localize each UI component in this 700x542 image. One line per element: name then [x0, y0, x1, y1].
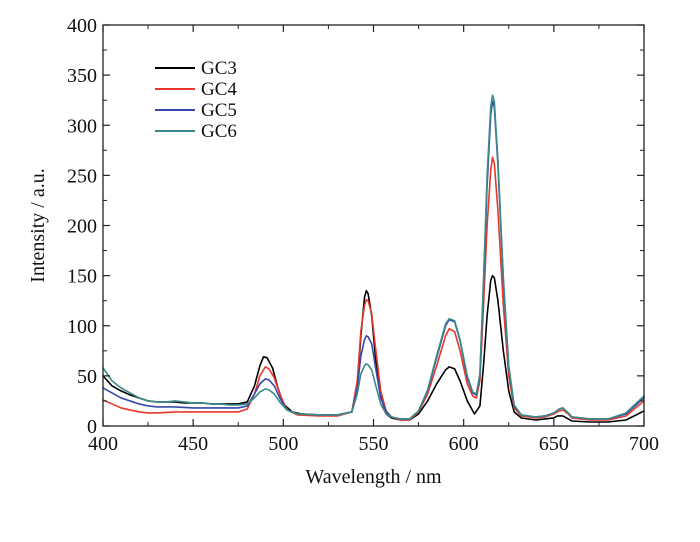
series-line-gc5: [102, 100, 645, 420]
tick-layer: 400 450 500 550 600 650 700 0 50 100 150 200 250 300 3…: [67, 15, 659, 455]
legend-label-gc6: GC6: [201, 121, 237, 142]
plot-frame: [102, 24, 645, 427]
x-tick-label: 600: [449, 433, 479, 455]
y-axis-title: Intensity / a.u.: [27, 168, 49, 282]
x-axis-title: Wavelength / nm: [305, 466, 442, 488]
y-tick-label: 50: [77, 366, 97, 388]
y-tick-label: 150: [67, 266, 97, 288]
series-line-gc4: [102, 156, 645, 421]
x-tick-label: 400: [88, 433, 118, 455]
y-tick-label: 0: [87, 416, 97, 438]
series-layer: [102, 94, 645, 423]
y-tick-label: 100: [67, 316, 97, 338]
x-tick-label: 650: [539, 433, 569, 455]
legend-label-gc5: GC5: [201, 100, 237, 121]
legend-label-gc4: GC4: [201, 79, 237, 100]
x-tick-label: 500: [268, 433, 298, 455]
y-tick-label: 400: [67, 15, 97, 37]
y-tick-label: 200: [67, 216, 97, 238]
y-tick-label: 300: [67, 115, 97, 137]
series-line-gc6: [102, 94, 645, 420]
legend-label-gc3: GC3: [201, 58, 237, 79]
x-tick-label: 450: [178, 433, 208, 455]
y-tick-label: 250: [67, 165, 97, 187]
x-tick-label: 550: [359, 433, 389, 455]
series-line-gc3: [102, 274, 645, 423]
x-tick-label: 700: [629, 433, 659, 455]
y-tick-label: 350: [67, 65, 97, 87]
